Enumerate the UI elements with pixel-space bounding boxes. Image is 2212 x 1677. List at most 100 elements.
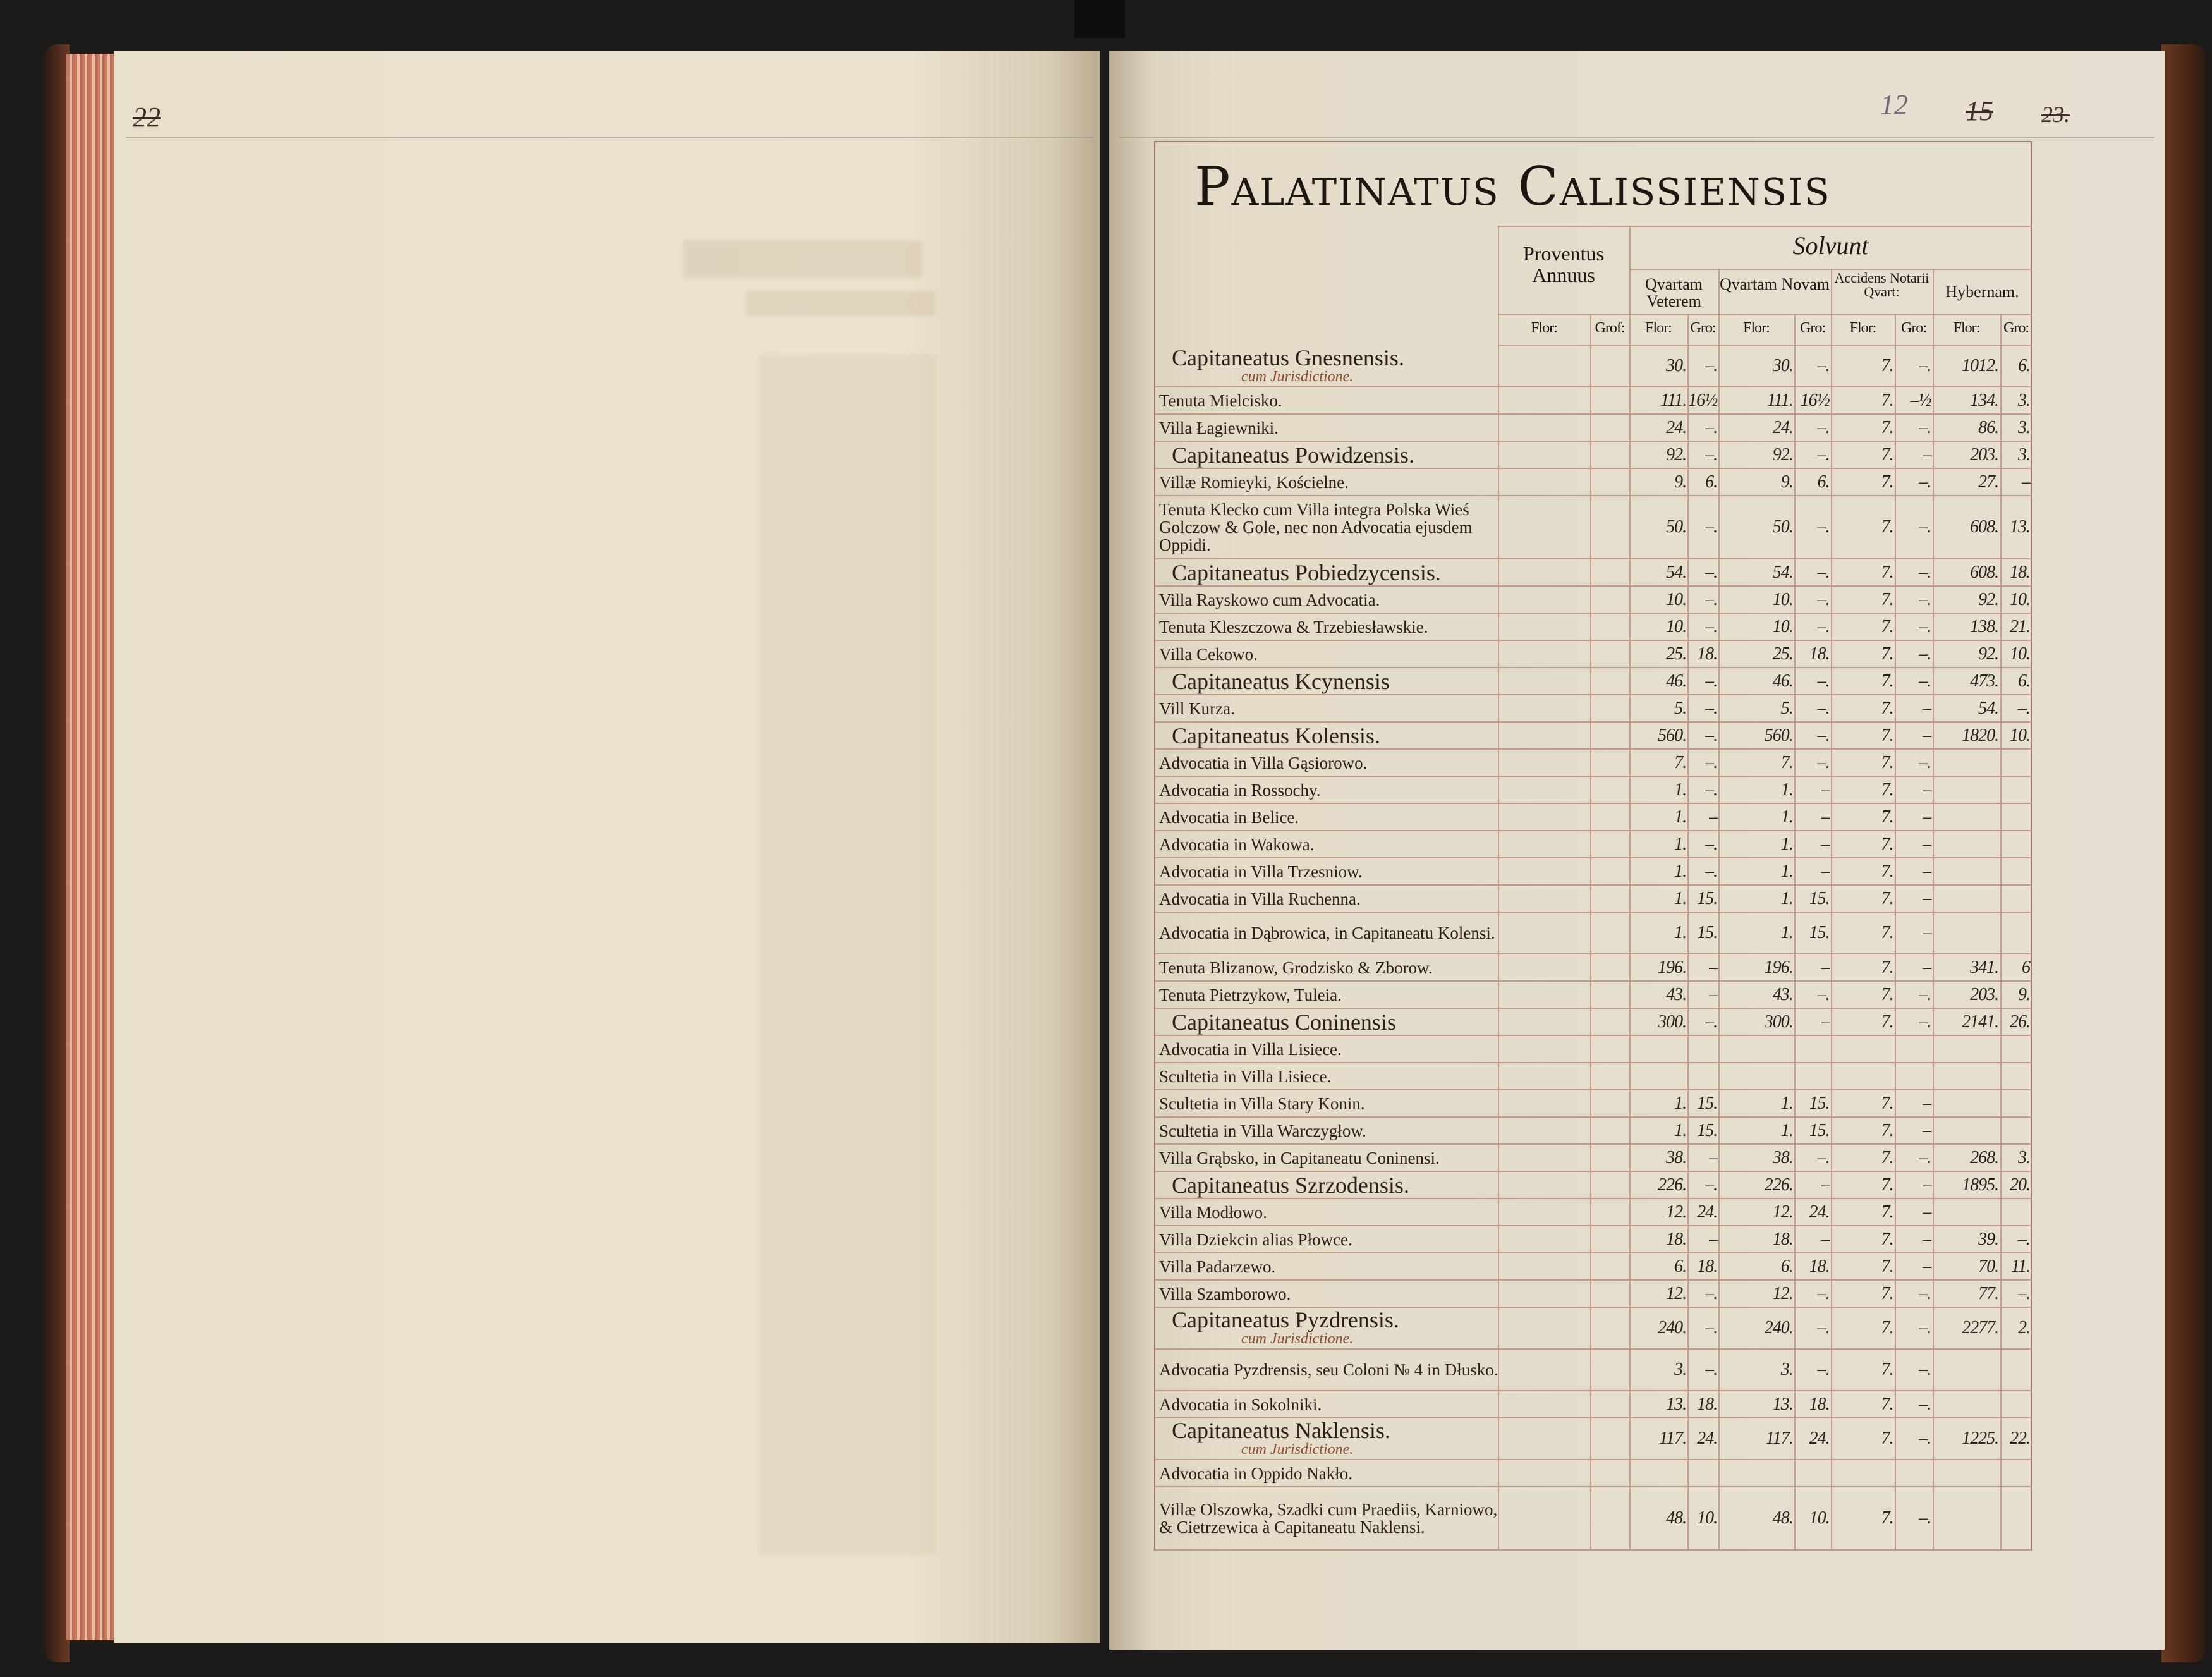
value-cell — [1591, 587, 1630, 613]
value-cell — [1498, 587, 1591, 613]
value-cell: 15. — [1809, 1093, 1830, 1113]
value-cell: –. — [1705, 861, 1718, 881]
value-cell — [1498, 982, 1591, 1008]
value-cell: 18. — [1809, 1256, 1830, 1276]
row-name: Capitaneatus Pyzdrensis. cum Jurisdiction… — [1155, 1308, 1498, 1347]
table-row: Capitaneatus Szrzodensis. 226. –. 226. – 7. – 1… — [1155, 1172, 2031, 1199]
value-cell: 1. — [1780, 1120, 1794, 1140]
value-cell — [1498, 1487, 1591, 1549]
value-cell: – — [1923, 444, 1931, 465]
value-cell: – — [1821, 834, 1830, 854]
value-cell: 25. — [1772, 643, 1794, 664]
value-cell: 7. — [1881, 698, 1893, 718]
value-cell: 6. — [1780, 1256, 1794, 1276]
value-cell: 7. — [1881, 1093, 1893, 1113]
value-cell: 16½ — [1800, 390, 1830, 410]
column-rule — [1831, 269, 1832, 1551]
value-cell: 7. — [1881, 984, 1893, 1004]
value-cell — [1498, 858, 1591, 884]
value-cell: 7. — [1881, 1508, 1893, 1528]
unit-header: Flor: — [1953, 320, 1981, 336]
value-cell: 18. — [1666, 1229, 1687, 1249]
row-name-text: Advocatia in Villa Lisiece. — [1159, 1039, 1342, 1059]
value-cell: 2141. — [1962, 1011, 1999, 1032]
value-cell: 10. — [2009, 725, 2031, 745]
value-cell — [1932, 1487, 2000, 1549]
bleed-through — [746, 291, 935, 316]
page-edges — [66, 54, 117, 1640]
value-cell — [1498, 1226, 1591, 1252]
unit-header: Grof: — [1595, 320, 1626, 336]
value-cell: 3. — [2017, 444, 2031, 465]
row-name: Advocatia in Villa Lisiece. — [1155, 1040, 1498, 1058]
row-name-text: Tenuta Blizanow, Grodzisko & Zborow. — [1159, 958, 1433, 977]
value-cell: –. — [1919, 1011, 1931, 1032]
value-cell: 10. — [1697, 1508, 1718, 1528]
value-cell: 18. — [1697, 643, 1718, 664]
value-cell — [1932, 777, 2000, 803]
value-cell: –. — [1705, 444, 1718, 465]
value-cell: –. — [1919, 1360, 1931, 1379]
value-cell: –. — [1705, 698, 1718, 718]
value-cell — [1932, 1036, 2000, 1062]
value-cell: 7. — [1881, 861, 1893, 881]
value-cell: 38. — [1772, 1147, 1794, 1168]
value-cell: 3. — [2017, 417, 2031, 437]
value-cell: 10. — [1666, 616, 1687, 637]
value-cell: 43. — [1666, 984, 1687, 1004]
value-cell: 7. — [1881, 616, 1893, 637]
value-cell: 7. — [1881, 1360, 1893, 1379]
value-cell — [1591, 1172, 1630, 1198]
value-cell: – — [1923, 957, 1931, 977]
value-cell: 27. — [1978, 472, 1999, 492]
value-cell: 7. — [1881, 390, 1893, 410]
row-name-text: Villa Grąbsko, in Capitaneatu Coninensi. — [1159, 1148, 1440, 1168]
column-rule — [1895, 314, 1896, 1551]
column-rule — [1718, 269, 1720, 1551]
value-cell — [1932, 1063, 2000, 1089]
value-cell: –. — [1817, 752, 1830, 772]
value-cell: 20. — [2009, 1174, 2031, 1195]
table-row: Advocatia in Villa Lisiece. — [1155, 1036, 2031, 1063]
table-row: Villæ Romieyki, Kościelne. 9. 6. 9. 6. 7. –. 27… — [1155, 469, 2031, 496]
value-cell: 15. — [1697, 1120, 1718, 1140]
value-cell — [1591, 804, 1630, 830]
table-row: Scultetia in Villa Warczygłow. 1. 15. 1. 15.… — [1155, 1118, 2031, 1145]
value-cell: 7. — [1881, 1429, 1893, 1448]
row-name-text: Capitaneatus Szrzodensis. — [1172, 1172, 1409, 1198]
value-cell: 7. — [1881, 356, 1893, 375]
row-name-text: Vill Kurza. — [1159, 698, 1235, 718]
value-cell: – — [1923, 779, 1931, 800]
value-cell — [1591, 1145, 1630, 1171]
value-cell — [1498, 1009, 1591, 1035]
page-title: Palatinatus Calissiensis — [1194, 156, 1831, 217]
value-cell: – — [1923, 725, 1931, 745]
value-cell — [1591, 415, 1630, 441]
value-cell — [1591, 668, 1630, 694]
value-cell — [1591, 954, 1630, 980]
book-spine — [1074, 0, 1125, 38]
value-cell — [1831, 1036, 1895, 1062]
value-cell — [1591, 1090, 1630, 1116]
value-cell — [1687, 1063, 1718, 1089]
value-cell — [1591, 1253, 1630, 1279]
value-cell — [1591, 1199, 1630, 1225]
value-cell: 1820. — [1962, 725, 1999, 745]
value-cell — [2000, 1199, 2031, 1225]
value-cell: 92. — [1978, 643, 1999, 664]
value-cell: – — [1923, 1256, 1931, 1276]
table-row: Tenuta Mielcisko. 111. 16½ 111. 16½ 7. –½ 134. 3… — [1155, 387, 2031, 415]
value-cell — [1498, 415, 1591, 441]
value-cell: 138. — [1970, 616, 1999, 637]
row-name: Tenuta Mielcisko. — [1155, 392, 1498, 410]
row-name: Capitaneatus Gnesnensis. cum Jurisdiction… — [1155, 346, 1498, 385]
value-cell: – — [1821, 957, 1830, 977]
value-cell — [1498, 614, 1591, 640]
value-cell — [1591, 1418, 1630, 1459]
value-cell: 18. — [1697, 1394, 1718, 1414]
value-cell: –. — [1919, 1318, 1931, 1338]
value-cell: –. — [1817, 517, 1830, 537]
row-name: Villa Rayskowo cum Advocatia. — [1155, 591, 1498, 609]
value-cell — [2000, 777, 2031, 803]
value-cell: 18. — [1809, 643, 1830, 664]
